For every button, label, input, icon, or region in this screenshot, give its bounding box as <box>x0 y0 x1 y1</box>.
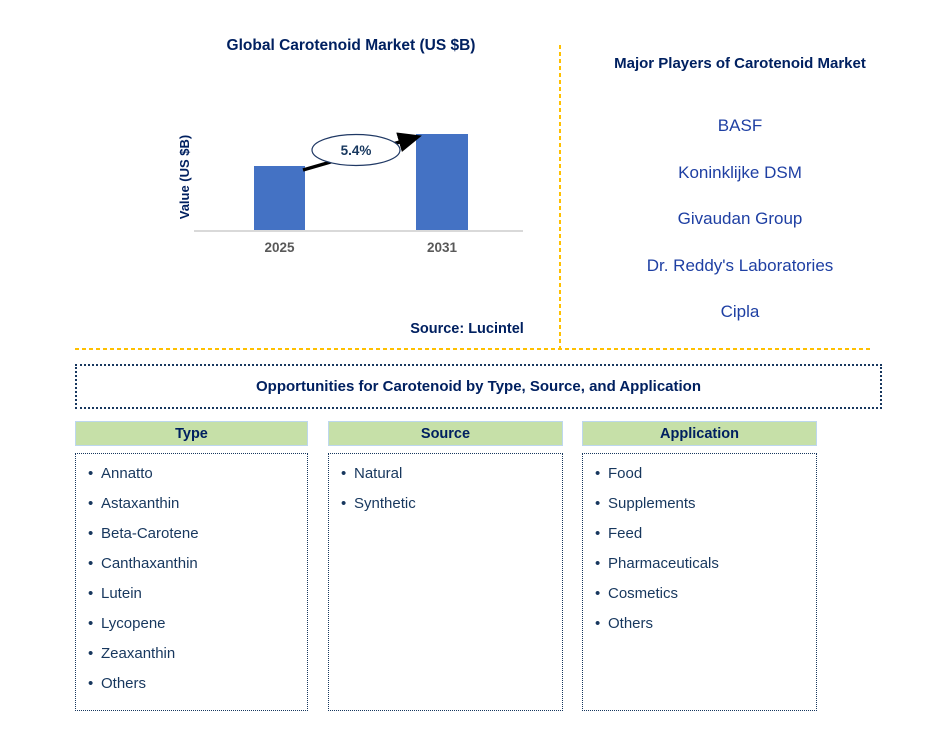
column-header-source: Source <box>328 421 563 446</box>
player-name: Dr. Reddy's Laboratories <box>646 255 834 275</box>
bar-2025 <box>254 166 305 230</box>
type-list: Annatto Astaxanthin Beta-Carotene Cantha… <box>76 459 307 699</box>
list-item: Cosmetics <box>593 579 816 609</box>
list-item: Food <box>593 459 816 489</box>
chart-title: Global Carotenoid Market (US $B) <box>226 37 476 54</box>
player-name: Givaudan Group <box>677 209 803 228</box>
horizontal-dashed-divider <box>75 348 871 350</box>
opportunities-title: Opportunities for Carotenoid by Type, So… <box>255 378 702 395</box>
list-item: Astaxanthin <box>86 489 307 519</box>
bar-chart-plot-area <box>194 130 523 232</box>
list-item: Beta-Carotene <box>86 519 307 549</box>
x-tick-2031: 2031 <box>426 240 458 255</box>
x-tick-2025: 2025 <box>264 240 295 255</box>
column-header-application: Application <box>582 421 817 446</box>
player-name: Koninklijke DSM <box>678 162 802 182</box>
list-item: Others <box>86 669 307 699</box>
major-players-list: BASF Koninklijke DSM Givaudan Group Dr. … <box>600 116 880 349</box>
application-list-box: Food Supplements Feed Pharmaceuticals Co… <box>582 453 817 711</box>
source-note: Source: Lucintel <box>410 321 524 337</box>
source-list: Natural Synthetic <box>329 459 562 519</box>
major-players-title: Major Players of Carotenoid Market <box>614 55 866 72</box>
list-item: Supplements <box>593 489 816 519</box>
list-item: Feed <box>593 519 816 549</box>
source-list-box: Natural Synthetic <box>328 453 563 711</box>
opportunities-title-box: Opportunities for Carotenoid by Type, So… <box>75 364 882 409</box>
vertical-dashed-divider <box>559 45 561 353</box>
bar-2031 <box>416 134 468 230</box>
column-header-type: Type <box>75 421 308 446</box>
list-item: Lutein <box>86 579 307 609</box>
player-name: Cipla <box>720 302 760 321</box>
y-axis-label: Value (US $B) <box>177 134 192 220</box>
x-axis-line <box>194 230 523 232</box>
list-item: Synthetic <box>339 489 562 519</box>
list-item: Pharmaceuticals <box>593 549 816 579</box>
list-item: Lycopene <box>86 609 307 639</box>
player-name: BASF <box>717 116 763 135</box>
list-item: Canthaxanthin <box>86 549 307 579</box>
list-item: Annatto <box>86 459 307 489</box>
list-item: Zeaxanthin <box>86 639 307 669</box>
type-list-box: Annatto Astaxanthin Beta-Carotene Cantha… <box>75 453 308 711</box>
list-item: Natural <box>339 459 562 489</box>
application-list: Food Supplements Feed Pharmaceuticals Co… <box>583 459 816 639</box>
list-item: Others <box>593 609 816 639</box>
